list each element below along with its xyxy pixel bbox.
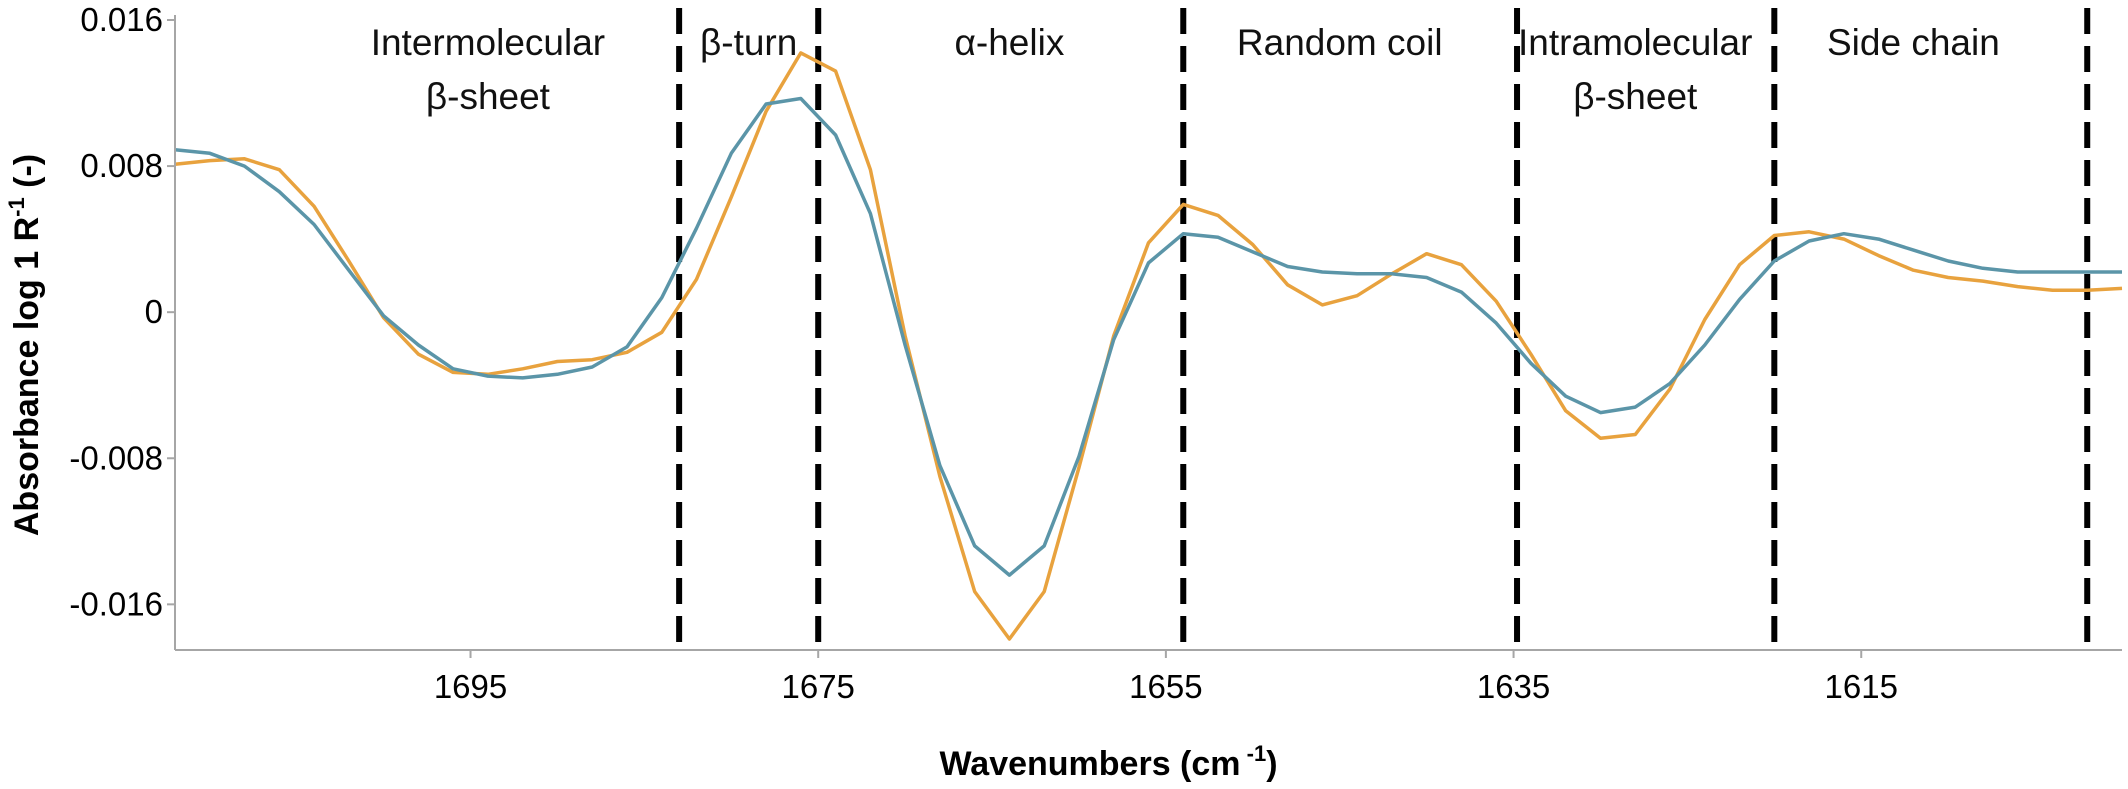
region-label: β-sheet [1573,76,1698,117]
region-label: Intermolecular [371,22,605,63]
x-tick-label: 1635 [1477,668,1550,705]
region-label: β-sheet [426,76,551,117]
series-line-2 [174,96,2122,577]
x-tick-label: 1615 [1825,668,1898,705]
y-tick-label: 0.008 [80,147,163,184]
x-tick-label: 1695 [434,668,507,705]
x-tick-label: 1655 [1129,668,1202,705]
y-tick-label: -0.016 [69,585,163,622]
region-label: Intramolecular [1518,22,1752,63]
y-axis-title: Absorbance log 1 R-1 (-) [4,154,46,536]
axis-titles: Wavenumbers (cm -1) Absorbance log 1 R-1 … [4,154,1278,783]
region-label: β-turn [700,22,797,63]
y-tick-label: -0.008 [69,439,163,476]
y-tick-label: 0.016 [80,1,163,38]
axes [167,15,2122,658]
region-label: Random coil [1237,22,1443,63]
region-boundaries [676,8,2091,650]
y-tick-label: 0 [145,293,163,330]
region-label: α-helix [955,22,1065,63]
x-tick-label: 1675 [781,668,854,705]
region-label: Side chain [1827,22,2000,63]
tick-labels: 0.016 0.008 0 -0.008 -0.016 1695 1675 1655 1635 1… [69,1,1898,705]
data-series [174,51,2123,641]
x-axis-title: Wavenumbers (cm -1) [939,741,1277,783]
region-labels: Intermolecular β-sheet β-turn α-helix Random… [371,22,2000,117]
series-line-1 [174,51,2123,641]
